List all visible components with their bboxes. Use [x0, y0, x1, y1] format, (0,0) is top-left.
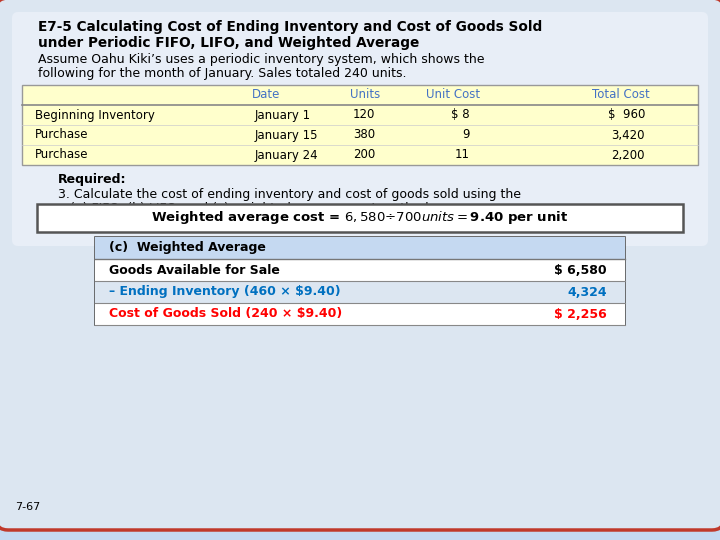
Text: 120: 120	[353, 109, 375, 122]
Text: 3,420: 3,420	[611, 129, 645, 141]
Text: 3. Calculate the cost of ending inventory and cost of goods sold using the: 3. Calculate the cost of ending inventor…	[58, 188, 521, 201]
Text: Total Cost: Total Cost	[593, 89, 650, 102]
Text: $ 6,580: $ 6,580	[554, 264, 607, 276]
Text: $  960: $ 960	[608, 109, 645, 122]
Text: Weighted average cost = $6,580 ÷ 700 units = $9.40 per unit: Weighted average cost = $6,580 ÷ 700 uni…	[151, 210, 569, 226]
Text: Goods Available for Sale: Goods Available for Sale	[109, 264, 280, 276]
FancyBboxPatch shape	[95, 259, 625, 281]
Text: Date: Date	[251, 89, 280, 102]
Text: 2,200: 2,200	[611, 148, 645, 161]
Text: following for the month of January. Sales totaled 240 units.: following for the month of January. Sale…	[38, 67, 407, 80]
Text: E7-5 Calculating Cost of Ending Inventory and Cost of Goods Sold: E7-5 Calculating Cost of Ending Inventor…	[38, 20, 542, 34]
Text: Required:: Required:	[58, 173, 127, 186]
Text: Purchase: Purchase	[35, 148, 89, 161]
Text: (a) FIFO, (b) LIFO, and (c) weighted average cost methods.: (a) FIFO, (b) LIFO, and (c) weighted ave…	[58, 202, 439, 215]
Text: Purchase: Purchase	[35, 129, 89, 141]
Text: January 1: January 1	[255, 109, 311, 122]
Text: 11: 11	[455, 148, 470, 161]
Text: Units: Units	[350, 89, 380, 102]
Text: Unit Cost: Unit Cost	[426, 89, 480, 102]
Text: 9: 9	[462, 129, 470, 141]
Text: (c)  Weighted Average: (c) Weighted Average	[109, 241, 266, 254]
FancyBboxPatch shape	[12, 12, 708, 246]
Text: – Ending Inventory (460 × $9.40): – Ending Inventory (460 × $9.40)	[109, 286, 341, 299]
Text: 200: 200	[353, 148, 375, 161]
Text: $ 8: $ 8	[451, 109, 470, 122]
Text: January 24: January 24	[255, 148, 319, 161]
Text: Beginning Inventory: Beginning Inventory	[35, 109, 155, 122]
Text: Assume Oahu Kiki’s uses a periodic inventory system, which shows the: Assume Oahu Kiki’s uses a periodic inven…	[38, 53, 485, 66]
Text: January 15: January 15	[255, 129, 318, 141]
Text: under Periodic FIFO, LIFO, and Weighted Average: under Periodic FIFO, LIFO, and Weighted …	[38, 36, 419, 50]
FancyBboxPatch shape	[95, 237, 625, 259]
FancyBboxPatch shape	[95, 237, 625, 325]
Text: 380: 380	[353, 129, 375, 141]
FancyBboxPatch shape	[95, 281, 625, 303]
Text: 4,324: 4,324	[567, 286, 607, 299]
Text: Cost of Goods Sold (240 × $9.40): Cost of Goods Sold (240 × $9.40)	[109, 307, 342, 321]
FancyBboxPatch shape	[95, 303, 625, 325]
FancyBboxPatch shape	[22, 85, 698, 165]
Text: 7-67: 7-67	[15, 502, 40, 512]
Text: $ 2,256: $ 2,256	[554, 307, 607, 321]
FancyBboxPatch shape	[37, 204, 683, 232]
